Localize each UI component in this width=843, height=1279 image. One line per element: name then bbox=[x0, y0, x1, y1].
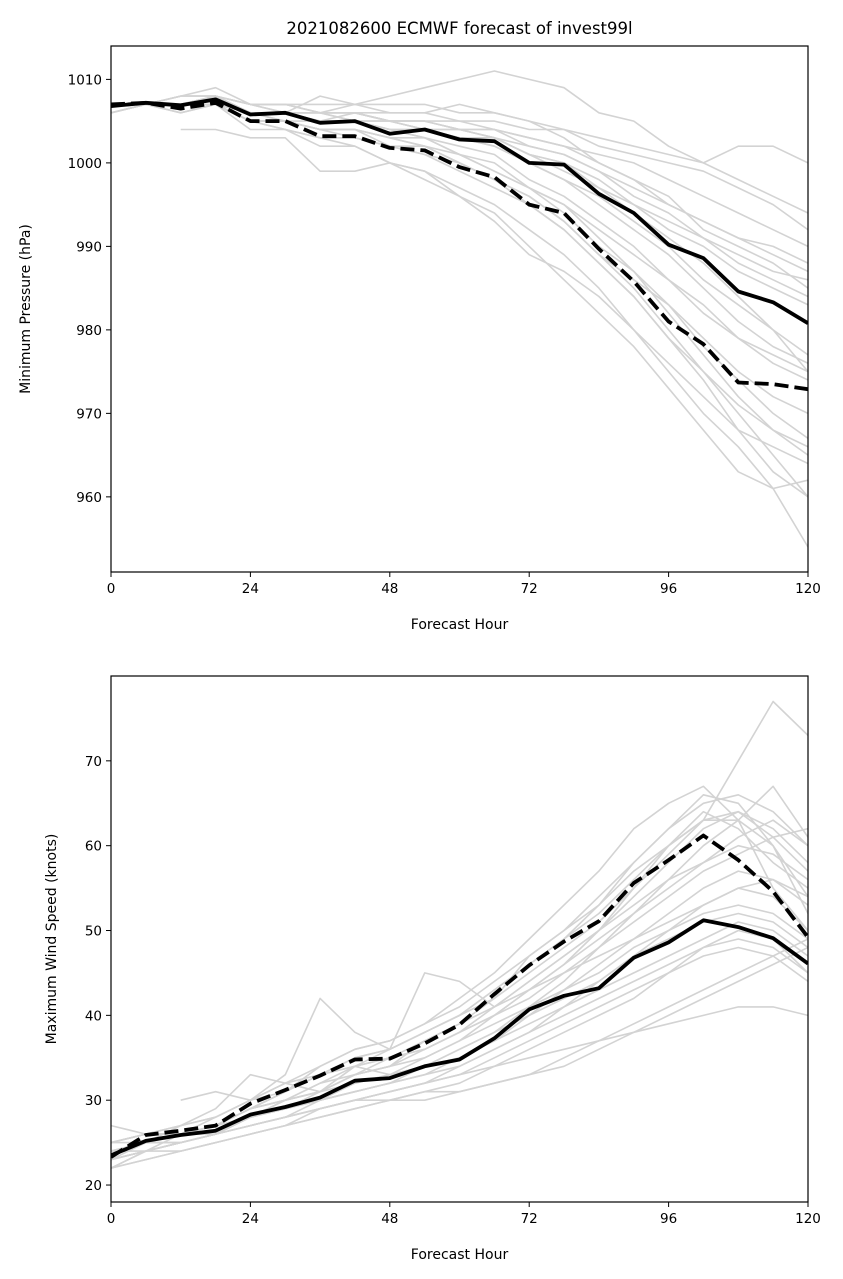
ensemble-member-line bbox=[111, 938, 808, 1161]
ensemble-member-line bbox=[111, 70, 808, 164]
x-tick-label: 96 bbox=[660, 1211, 677, 1227]
x-axis-label: Forecast Hour bbox=[411, 617, 509, 633]
solid-black-line bbox=[111, 918, 808, 1158]
x-tick-label: 72 bbox=[521, 581, 538, 597]
dashed-black-line bbox=[111, 833, 808, 1159]
top-chart-title: 2021082600 ECMWF forecast of invest99l bbox=[286, 19, 632, 38]
ensemble-member-line bbox=[111, 103, 808, 548]
plot-area bbox=[111, 700, 808, 1169]
ensemble-member-line bbox=[111, 95, 808, 306]
ensemble-member-line bbox=[111, 819, 808, 1152]
ensemble-member-line bbox=[111, 810, 808, 1144]
wind-speed-chart: 0 24 48 72 96 120 20 30 40 50 60 70 Forecast Hour Max… bbox=[44, 675, 821, 1263]
y-tick-label: 40 bbox=[85, 1008, 102, 1024]
ensemble-member-line bbox=[111, 904, 808, 1152]
solid-black-line bbox=[111, 97, 808, 325]
y-tick-label: 990 bbox=[76, 239, 102, 255]
x-tick-label: 0 bbox=[107, 581, 116, 597]
ensemble-member-line bbox=[111, 794, 808, 1144]
y-tick-label: 1010 bbox=[68, 72, 102, 88]
ensemble-member-line bbox=[111, 794, 808, 1144]
ensemble-member-line bbox=[111, 95, 808, 440]
ensemble-member-line bbox=[111, 95, 808, 273]
ensemble-member-line bbox=[111, 103, 808, 365]
y-tick-label: 60 bbox=[85, 839, 102, 855]
x-tick-label: 0 bbox=[107, 1211, 116, 1227]
axes-frame bbox=[110, 675, 809, 1203]
ensemble-member-line bbox=[111, 103, 808, 373]
x-tick-label: 96 bbox=[660, 581, 677, 597]
y-tick-label: 1000 bbox=[68, 156, 102, 172]
ensemble-member-line bbox=[111, 103, 808, 448]
y-tick-label: 980 bbox=[76, 323, 102, 339]
y-axis-label: Minimum Pressure (hPa) bbox=[18, 224, 34, 394]
ensemble-member-line bbox=[111, 810, 808, 1144]
dashed-black-line bbox=[111, 100, 808, 392]
ensemble-member-line bbox=[180, 878, 808, 1101]
ensemble-member-line bbox=[111, 95, 808, 214]
x-tick-label: 24 bbox=[242, 581, 259, 597]
y-tick-label: 970 bbox=[76, 406, 102, 422]
ensemble-member-line bbox=[111, 700, 808, 1135]
x-tick-label: 48 bbox=[381, 1211, 398, 1227]
ensemble-member-line bbox=[111, 785, 808, 1152]
axes-frame bbox=[110, 45, 809, 573]
x-axis-label: Forecast Hour bbox=[411, 1247, 509, 1263]
ensemble-member-line bbox=[111, 785, 808, 1169]
ensemble-member-line bbox=[111, 827, 808, 1144]
y-tick-label: 70 bbox=[85, 754, 102, 770]
y-axis-label: Maximum Wind Speed (knots) bbox=[44, 834, 60, 1045]
y-tick-label: 960 bbox=[76, 490, 102, 506]
y-tick-label: 30 bbox=[85, 1093, 102, 1109]
ensemble-member-line bbox=[111, 844, 808, 1161]
x-tick-label: 120 bbox=[795, 581, 821, 597]
x-tick-label: 72 bbox=[521, 1211, 538, 1227]
y-tick-label: 50 bbox=[85, 924, 102, 940]
ensemble-member-line bbox=[111, 95, 808, 356]
ensemble-member-line bbox=[180, 128, 808, 465]
x-tick-label: 24 bbox=[242, 1211, 259, 1227]
ensemble-member-line bbox=[111, 946, 808, 1161]
plot-area bbox=[111, 70, 808, 548]
pressure-chart: 0 24 48 72 96 120 960 970 980 990 1000 1010 Forecast… bbox=[18, 45, 821, 633]
ensemble-member-line bbox=[111, 819, 808, 1152]
x-tick-label: 48 bbox=[381, 581, 398, 597]
y-tick-label: 20 bbox=[85, 1178, 102, 1194]
ensemble-member-line bbox=[111, 103, 808, 248]
x-tick-label: 120 bbox=[795, 1211, 821, 1227]
